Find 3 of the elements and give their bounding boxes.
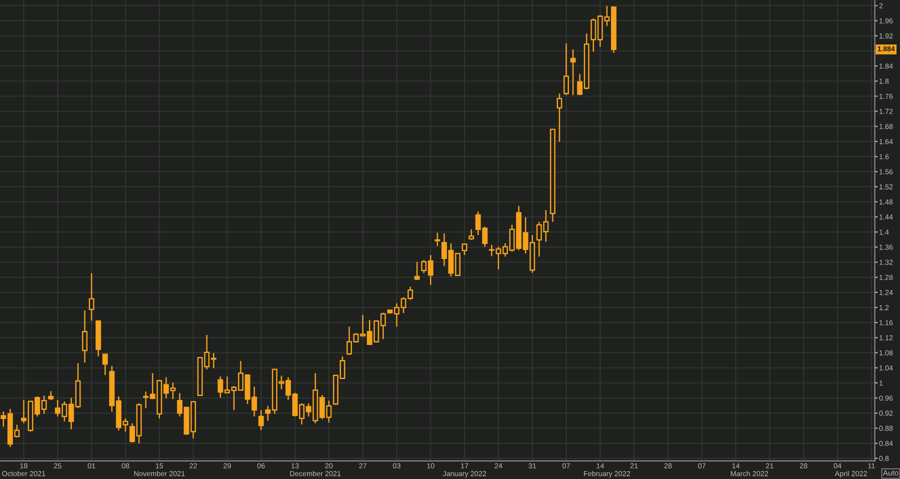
- candlestick: [82, 310, 88, 364]
- candlestick: [570, 48, 576, 96]
- candlestick: [88, 272, 94, 322]
